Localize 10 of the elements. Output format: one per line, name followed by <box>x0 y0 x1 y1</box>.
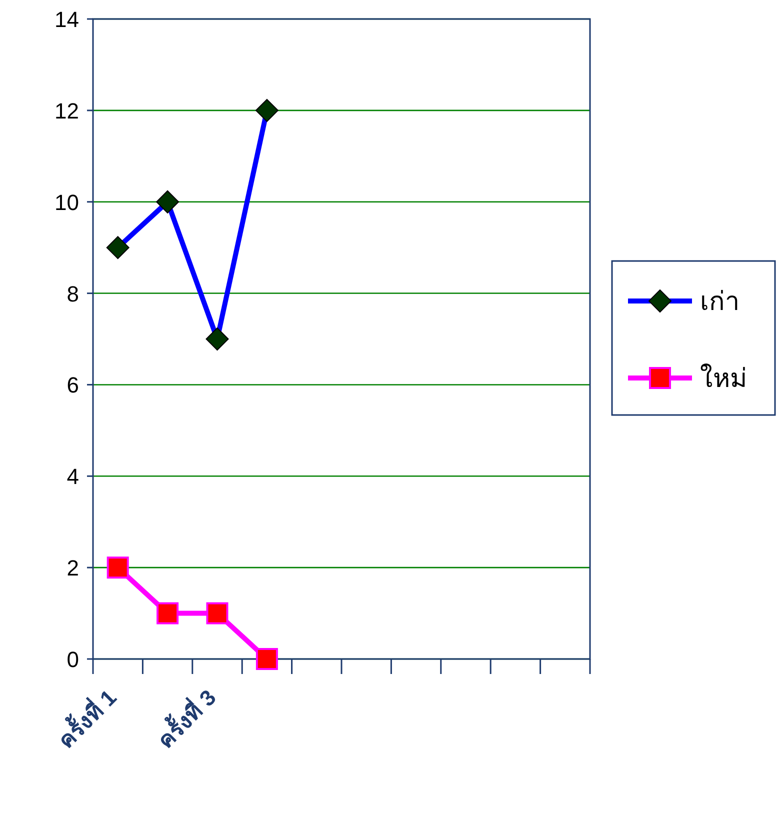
legend-label: ใหม่ <box>700 363 747 393</box>
y-tick-label: 0 <box>66 647 79 672</box>
y-tick-label: 14 <box>54 7 79 32</box>
y-tick-label: 8 <box>66 281 79 306</box>
y-tick-label: 12 <box>54 98 79 124</box>
y-tick-label: 6 <box>66 372 79 398</box>
y-tick-label: 4 <box>66 464 79 490</box>
legend-label: เก่า <box>700 286 740 316</box>
y-tick-label: 2 <box>66 556 79 581</box>
y-tick-label: 10 <box>54 190 79 215</box>
